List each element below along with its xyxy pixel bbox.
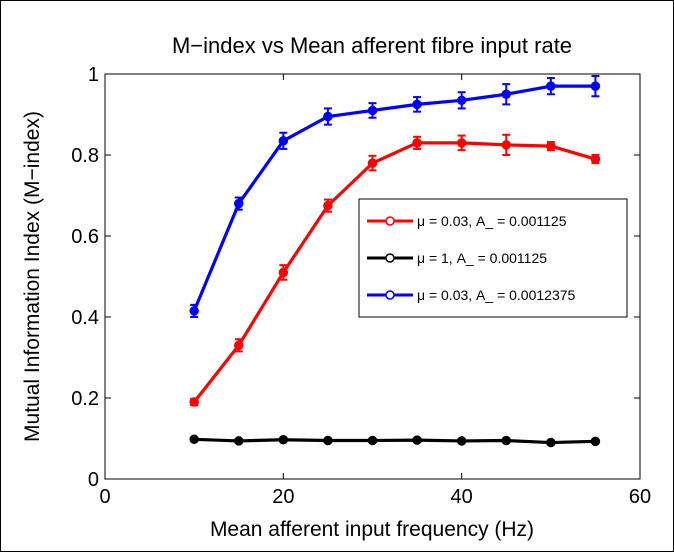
legend-marker [385,290,395,300]
data-point [367,435,378,446]
legend-label: μ = 0.03, A_ = 0.0012375 [417,287,576,303]
data-point [278,136,289,146]
data-point [501,89,511,99]
data-point [189,434,199,445]
chart-title: M−index vs Mean afferent fibre input rat… [172,33,572,58]
x-tick-label: 20 [272,486,294,508]
series-layer [189,75,601,448]
data-point [323,435,333,446]
legend: μ = 0.03, A_ = 0.001125 μ = 1, A_ = 0.001… [358,198,628,318]
x-axis-title: Mean afferent input frequency (Hz) [210,518,534,541]
data-point [412,138,422,148]
data-point [323,200,333,211]
data-point [501,435,511,446]
y-axis-title: Mutual Information Index (M−index) [21,111,44,442]
data-point [590,81,601,91]
data-point [367,105,378,116]
data-point [278,267,289,278]
data-point [456,436,467,446]
data-point [546,437,556,448]
series-3 [189,75,601,318]
data-point [456,95,467,106]
data-point [456,138,467,148]
data-point [367,158,378,168]
legend-label: μ = 0.03, A_ = 0.001125 [417,213,567,229]
series-1 [189,133,601,407]
legend-marker [385,216,395,226]
data-point [590,154,601,164]
data-point [234,340,244,351]
y-tick-label: 0.2 [71,388,99,410]
x-tick-label: 60 [629,486,651,508]
data-point [234,436,244,446]
legend-label: μ = 1, A_ = 0.001125 [417,250,547,266]
series-line [194,437,596,445]
data-point [412,435,422,445]
series-line [192,84,596,312]
x-tick-label: 0 [99,486,110,508]
y-tick-label: 0 [88,469,99,491]
y-tick-label: 0.8 [71,145,99,167]
y-tick-label: 0.6 [71,226,99,248]
data-point [501,140,511,150]
data-point [189,306,199,316]
series-2 [189,434,601,448]
series-line [192,141,596,404]
axis-ticks: 0 20 40 60 0 0.2 0.4 0.6 0.8 1 [71,64,651,508]
y-tick-label: 1 [88,64,99,86]
legend-marker [385,253,395,263]
data-point [189,397,199,407]
x-tick-label: 40 [451,486,473,508]
data-point [412,99,422,110]
data-point [234,198,244,209]
data-point [323,111,333,122]
data-point [278,434,289,445]
data-point [590,436,601,447]
data-point [546,81,556,91]
y-tick-label: 0.4 [71,307,99,329]
data-point [546,141,556,151]
